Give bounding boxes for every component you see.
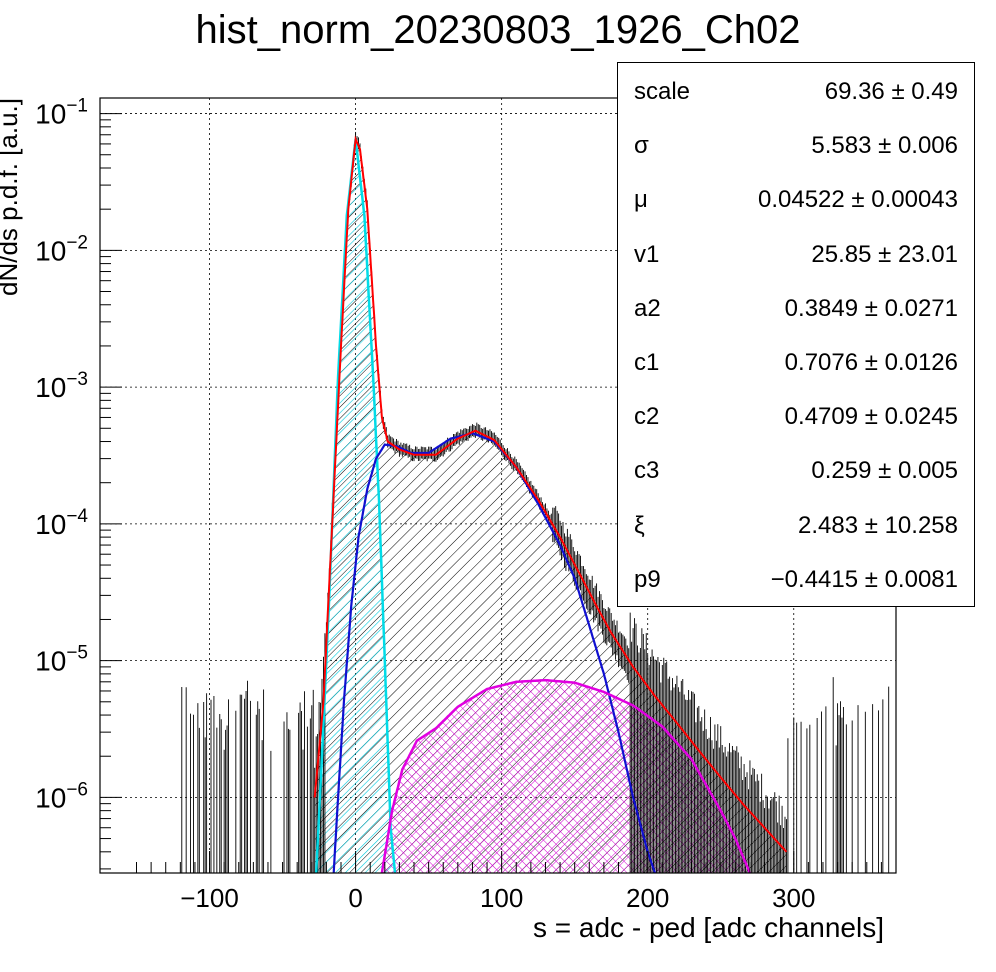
stat-value: −0.4415 ± 0.0081 — [770, 565, 958, 593]
stat-name: scale — [634, 78, 691, 105]
stat-name: c2 — [634, 403, 660, 431]
stat-name: σ — [634, 132, 649, 160]
stat-value: 0.4709 ± 0.0245 — [784, 403, 958, 431]
stat-value: 0.3849 ± 0.0271 — [784, 294, 958, 322]
stat-value: 5.583 ± 0.006 — [811, 132, 958, 160]
y-tick-label: 10−2 — [35, 232, 88, 266]
stat-row: c2 0.4709 ± 0.0245 — [618, 390, 974, 444]
stat-name: p9 — [634, 565, 661, 593]
stat-name: v1 — [634, 240, 660, 268]
y-tick-label: 10−4 — [35, 506, 88, 540]
stat-row: σ 5.583 ± 0.006 — [618, 119, 974, 173]
y-tick-label: 10−6 — [35, 779, 88, 813]
x-axis-label: s = adc - ped [adc channels] — [533, 912, 884, 943]
stat-value: 25.85 ± 23.01 — [811, 240, 958, 268]
stat-name: a2 — [634, 294, 661, 322]
stat-row: scale 69.36 ± 0.49 — [618, 65, 974, 119]
stat-name: c3 — [634, 457, 660, 485]
y-tick-label: 10−3 — [35, 369, 88, 403]
stat-value: 0.04522 ± 0.00043 — [757, 186, 958, 214]
stat-row: a2 0.3849 ± 0.0271 — [618, 282, 974, 336]
y-tick-label: 10−5 — [35, 643, 88, 677]
stat-row: v1 25.85 ± 23.01 — [618, 228, 974, 282]
y-axis-label: dN/ds p.d.f. [a.u.] — [0, 98, 23, 296]
series-line-red — [313, 135, 788, 853]
pedestal-fill — [316, 139, 395, 873]
x-tick-label: 200 — [626, 883, 669, 913]
stat-row: c1 0.7076 ± 0.0126 — [618, 336, 974, 390]
stat-row: p9 −0.4415 ± 0.0081 — [618, 553, 974, 607]
data-layer — [181, 131, 890, 873]
histogram-fill — [314, 139, 787, 873]
axes: −100 0 100 200 300 10−1 10−2 10−3 10−4 10−5 10−6 — [35, 96, 882, 913]
stat-value: 2.483 ± 10.258 — [798, 511, 958, 539]
stat-row: μ 0.04522 ± 0.00043 — [618, 173, 974, 227]
stat-value: 0.7076 ± 0.0126 — [784, 349, 958, 376]
stat-name: μ — [634, 186, 648, 214]
x-tick-label: 0 — [348, 883, 362, 913]
stat-name: ξ — [634, 511, 645, 539]
stat-value: 69.36 ± 0.49 — [824, 78, 958, 105]
stat-row: ξ 2.483 ± 10.258 — [618, 499, 974, 553]
chart-title: hist_norm_20230803_1926_Ch02 — [195, 8, 801, 52]
series-line-magenta — [380, 678, 752, 873]
x-tick-label: 100 — [480, 883, 523, 913]
y-tick-label: 10−1 — [35, 96, 88, 130]
x-tick-label: 300 — [772, 883, 815, 913]
stat-value: 0.259 ± 0.005 — [811, 457, 958, 485]
stat-name: c1 — [634, 349, 660, 376]
fit-stats-box: scale 69.36 ± 0.49 σ 5.583 ± 0.006 μ 0.04522 … — [617, 62, 975, 607]
x-tick-label: −100 — [180, 883, 239, 913]
stat-row: c3 0.259 ± 0.005 — [618, 444, 974, 498]
